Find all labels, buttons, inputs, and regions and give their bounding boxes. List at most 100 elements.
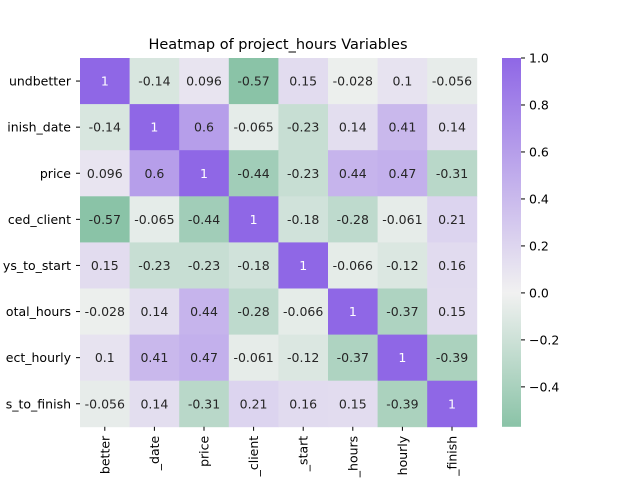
heatmap-cell	[129, 334, 180, 382]
heatmap-cell	[427, 288, 478, 335]
heatmap-cell	[129, 242, 180, 289]
heatmap-cell	[427, 380, 478, 428]
cell-value-label: 0.47	[190, 350, 218, 365]
cell-value-label: 0.15	[438, 304, 466, 319]
cell-value-label: 0.47	[388, 166, 416, 181]
row-tick-label: undbetter	[9, 74, 72, 89]
heatmap-cell	[228, 196, 279, 243]
heatmap-cell	[179, 288, 230, 335]
cell-value-label: -0.44	[188, 212, 220, 227]
heatmap-cell	[377, 288, 428, 335]
cell-value-label: 0.096	[87, 166, 123, 181]
cell-value-label: -0.056	[85, 396, 125, 411]
cell-value-label: -0.57	[89, 212, 121, 227]
cell-value-label: 1	[448, 396, 456, 411]
row-tick-label: inish_date	[7, 120, 71, 135]
cell-value-label: 1	[200, 166, 208, 181]
cell-value-label: -0.028	[85, 304, 125, 319]
column-tick-labels: better _date price _client _start _hours hourl…	[97, 426, 460, 478]
cell-value-label: 1	[101, 74, 109, 89]
colorbar-tick-label: 0.6	[529, 144, 549, 159]
column-tick-label: _finish	[445, 436, 460, 477]
cell-value-label: 0.1	[392, 74, 412, 89]
chart-title: Heatmap of project_hours Variables	[148, 37, 407, 53]
heatmap-cell-labels: 1 -0.14 0.096 -0.57 0.15 -0.028 0.1 -0.056 -0.14…	[85, 74, 473, 412]
heatmap-cell	[129, 288, 180, 335]
cell-value-label: -0.065	[134, 212, 174, 227]
heatmap-cell	[179, 104, 230, 151]
heatmap-cell	[80, 380, 130, 428]
cell-value-label: 1	[150, 120, 158, 135]
cell-value-label: -0.028	[333, 74, 373, 89]
cell-value-label: 0.44	[190, 304, 218, 319]
row-tick-label: ect_hourly	[6, 350, 72, 365]
heatmap-cell	[328, 104, 378, 151]
cell-value-label: -0.061	[233, 350, 273, 365]
heatmap-cell	[278, 150, 329, 197]
heatmap-cell	[278, 334, 329, 382]
heatmap-cell	[278, 104, 329, 151]
cell-value-label: -0.065	[233, 120, 273, 135]
cell-value-label: 0.15	[91, 258, 119, 273]
cell-value-label: -0.31	[188, 396, 220, 411]
cell-value-label: 1	[398, 350, 406, 365]
heatmap-cell	[377, 104, 428, 151]
heatmap-cell	[129, 196, 180, 243]
cell-value-label: -0.23	[287, 166, 319, 181]
cell-value-label: -0.28	[337, 212, 369, 227]
cell-value-label: -0.37	[337, 350, 369, 365]
heatmap-cell	[80, 288, 130, 335]
heatmap-cell	[278, 288, 329, 335]
heatmap-cell	[228, 150, 279, 197]
column-tick-label: hourly	[395, 435, 410, 475]
cell-value-label: -0.14	[138, 74, 170, 89]
heatmap-cell	[278, 242, 329, 289]
cell-value-label: 0.6	[194, 120, 214, 135]
cell-value-label: 0.14	[339, 120, 367, 135]
cell-value-label: 0.41	[140, 350, 168, 365]
heatmap-cell	[328, 242, 378, 289]
cell-value-label: 0.21	[240, 396, 268, 411]
heatmap-cell	[427, 104, 478, 151]
cell-value-label: 0.096	[186, 74, 222, 89]
heatmap-cell	[328, 150, 378, 197]
cell-value-label: -0.57	[237, 74, 269, 89]
cell-value-label: -0.23	[287, 120, 319, 135]
heatmap-cell	[377, 196, 428, 243]
heatmap-cell	[228, 334, 279, 382]
heatmap-cell	[228, 58, 279, 105]
heatmap-cell	[328, 288, 378, 335]
heatmap-cell	[228, 380, 279, 428]
row-tick-label: otal_hours	[6, 304, 71, 319]
colorbar-tick-label: −0.4	[529, 379, 559, 394]
cell-value-label: -0.23	[138, 258, 170, 273]
cell-value-label: 0.14	[140, 396, 168, 411]
cell-value-label: -0.066	[333, 258, 373, 273]
heatmap-cell	[377, 58, 428, 105]
cell-value-label: 0.15	[289, 74, 317, 89]
colorbar-tick-label: 0.2	[529, 238, 549, 253]
heatmap-cell	[427, 196, 478, 243]
cell-value-label: 0.14	[140, 304, 168, 319]
colorbar	[502, 58, 521, 427]
heatmap-cell	[328, 196, 378, 243]
cell-value-label: -0.28	[237, 304, 269, 319]
heatmap-cell	[80, 150, 130, 197]
cell-value-label: 0.16	[289, 396, 317, 411]
cell-value-label: -0.37	[386, 304, 418, 319]
cell-value-label: -0.12	[386, 258, 418, 273]
cell-value-label: -0.31	[436, 166, 468, 181]
heatmap-cell	[427, 334, 478, 382]
heatmap-cell	[179, 150, 230, 197]
heatmap-cell	[228, 288, 279, 335]
heatmap-cell	[377, 150, 428, 197]
heatmap-cell	[278, 58, 329, 105]
heatmap-cell	[179, 196, 230, 243]
cell-value-label: 1	[349, 304, 357, 319]
cell-value-label: -0.44	[237, 166, 269, 181]
heatmap-cell	[278, 196, 329, 243]
heatmap-cell	[377, 334, 428, 382]
cell-value-label: -0.18	[237, 258, 269, 273]
heatmap-cell	[427, 58, 478, 105]
